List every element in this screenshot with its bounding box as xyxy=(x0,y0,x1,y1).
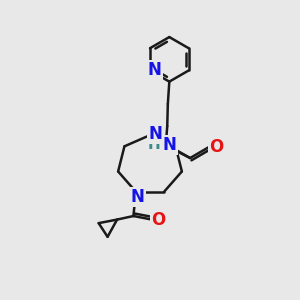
Text: N: N xyxy=(148,61,161,80)
Text: N: N xyxy=(148,125,162,143)
Text: O: O xyxy=(209,138,223,156)
Text: O: O xyxy=(151,211,166,229)
Text: H: H xyxy=(148,137,161,152)
Text: N: N xyxy=(162,136,176,154)
Text: N: N xyxy=(130,188,144,206)
